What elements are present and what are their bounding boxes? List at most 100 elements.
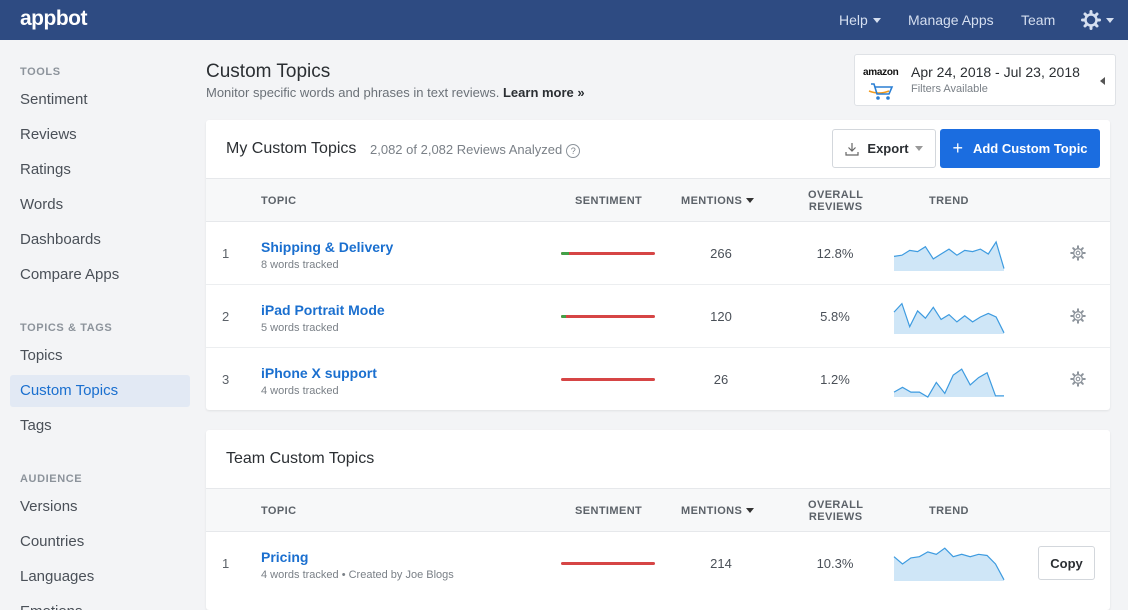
sentiment-bar (561, 562, 655, 565)
col-overall-reviews[interactable]: OVERALL REVIEWS (808, 189, 863, 213)
table-header: TOPIC SENTIMENT MENTIONS OVERALL REVIEWS … (206, 178, 1110, 222)
sidebar-section-topics-tags: TOPICS & TAGS (20, 322, 113, 334)
col-sentiment[interactable]: SENTIMENT (575, 195, 643, 207)
gear-icon[interactable] (1070, 371, 1086, 387)
trend-line (893, 547, 1005, 581)
col-overall-reviews[interactable]: OVERALL REVIEWS (808, 499, 863, 523)
export-button[interactable]: Export (832, 129, 936, 168)
help-label: Help (839, 12, 868, 28)
help-circle-icon[interactable]: ? (566, 144, 581, 158)
col-reviews-label: REVIEWS (808, 201, 863, 213)
col-topic[interactable]: TOPIC (261, 195, 297, 207)
sidebar-item-languages[interactable]: Languages (20, 568, 95, 585)
sidebar-item-custom-topics[interactable]: Custom Topics (10, 375, 190, 407)
overall-reviews-value: 10.3% (816, 556, 854, 571)
sentiment-positive-fill (561, 252, 569, 255)
trend-sparkline (893, 302, 1005, 334)
trend-line (893, 302, 1005, 334)
sidebar-section-audience: AUDIENCE (20, 473, 83, 485)
team-custom-topics-card: Team Custom Topics TOPIC SENTIMENT MENTI… (206, 430, 1110, 610)
sidebar-item-words[interactable]: Words (20, 196, 64, 213)
col-trend[interactable]: TREND (929, 505, 969, 517)
shopping-cart-icon (868, 83, 894, 100)
settings-menu[interactable] (1081, 0, 1114, 40)
trend-area (894, 241, 1004, 271)
trend-line (893, 240, 1005, 269)
sentiment-positive-fill (561, 315, 566, 318)
trend-area (894, 303, 1004, 334)
sidebar-item-countries[interactable]: Countries (20, 533, 85, 550)
chevron-down-icon (872, 17, 881, 23)
plus-icon: + (952, 138, 963, 158)
sidebar-item-emotions[interactable]: Emotions (10, 596, 190, 610)
page-title: Custom Topics (206, 61, 331, 82)
store-name: amazon (863, 67, 899, 78)
sidebar-section-tools: TOOLS (20, 66, 61, 78)
table-row: 1 Shipping & Delivery 8 words tracked 266 12… (206, 222, 1110, 285)
sentiment-bar (561, 378, 655, 381)
table-row: 1 Pricing 4 words tracked • Created by Joe… (206, 532, 1110, 595)
date-filter[interactable]: amazon Apr 24, 2018 - Jul 23, 2018 Filte… (854, 54, 1116, 106)
copy-label: Copy (1050, 555, 1083, 571)
card-title: My Custom Topics (226, 140, 357, 157)
topic-name-link[interactable]: Shipping & Delivery (261, 239, 394, 255)
add-custom-topic-button[interactable]: + Add Custom Topic (940, 129, 1100, 168)
manage-apps-link[interactable]: Manage Apps (908, 0, 994, 40)
filters-available: Filters Available (911, 83, 988, 95)
trend-sparkline (893, 240, 1005, 271)
col-topic[interactable]: TOPIC (261, 505, 297, 517)
sidebar-item-dashboards[interactable]: Dashboards (20, 231, 101, 248)
sidebar-item-ratings[interactable]: Ratings (20, 161, 71, 178)
card-title: Team Custom Topics (226, 450, 375, 467)
sidebar-item-compare-apps[interactable]: Compare Apps (20, 266, 120, 283)
mentions-value: 120 (710, 309, 732, 324)
page-subtitle: Monitor specific words and phrases in te… (206, 85, 585, 100)
sidebar-item-sentiment[interactable]: Sentiment (20, 91, 88, 108)
row-index: 1 (222, 556, 230, 571)
date-range: Apr 24, 2018 - Jul 23, 2018 (911, 64, 1080, 80)
col-overall-label: OVERALL (808, 499, 864, 511)
topic-name-link[interactable]: iPad Portrait Mode (261, 302, 385, 318)
col-mentions[interactable]: MENTIONS (681, 505, 755, 517)
sidebar-item-versions[interactable]: Versions (20, 498, 78, 515)
table-header: TOPIC SENTIMENT MENTIONS OVERALL REVIEWS … (206, 488, 1110, 532)
learn-more-link[interactable]: Learn more » (502, 85, 585, 100)
export-label: Export (867, 141, 909, 156)
row-index: 1 (222, 246, 230, 261)
col-mentions[interactable]: MENTIONS (681, 195, 755, 207)
gear-icon[interactable] (1070, 245, 1086, 261)
overall-reviews-value: 5.8% (820, 309, 850, 324)
sidebar-item-reviews[interactable]: Reviews (20, 126, 77, 143)
col-sentiment[interactable]: SENTIMENT (575, 505, 643, 517)
table-row: 3 iPhone X support 4 words tracked 26 1.2% (206, 348, 1110, 411)
mentions-value: 266 (710, 246, 732, 261)
row-index: 2 (222, 309, 230, 324)
gear-icon[interactable] (1070, 308, 1086, 324)
trend-area (894, 369, 1004, 397)
my-custom-topics-card: My Custom Topics 2,082 of 2,082 Reviews … (206, 120, 1110, 410)
sort-down-icon (746, 508, 755, 513)
copy-button[interactable]: Copy (1038, 546, 1095, 580)
table-row: 2 iPad Portrait Mode 5 words tracked 120 5.8… (206, 285, 1110, 348)
team-label: Team (1021, 12, 1056, 28)
sidebar-item-topics[interactable]: Topics (20, 347, 63, 364)
col-trend[interactable]: TREND (929, 195, 969, 207)
subtitle-text: Monitor specific words and phrases in te… (206, 85, 500, 100)
appbot-logo[interactable]: appbot (20, 7, 87, 30)
gear-icon (1081, 10, 1101, 30)
help-menu[interactable]: Help (839, 0, 881, 40)
sort-down-icon (746, 198, 755, 203)
reviews-analyzed: 2,082 of 2,082 Reviews Analyzed? (370, 142, 581, 158)
overall-reviews-value: 1.2% (820, 372, 850, 387)
topic-words-tracked: 4 words tracked • Created by Joe Blogs (261, 569, 454, 581)
topic-name-link[interactable]: Pricing (261, 549, 309, 565)
sentiment-bar (561, 315, 655, 318)
chevron-left-icon[interactable] (1100, 77, 1105, 85)
team-link[interactable]: Team (1021, 0, 1055, 40)
trend-line (893, 368, 1004, 398)
trend-area (894, 548, 1004, 581)
chevron-down-icon (1106, 17, 1114, 23)
topic-name-link[interactable]: iPhone X support (261, 365, 377, 381)
topic-words-tracked: 5 words tracked (261, 322, 339, 334)
sidebar-item-tags[interactable]: Tags (20, 417, 52, 434)
